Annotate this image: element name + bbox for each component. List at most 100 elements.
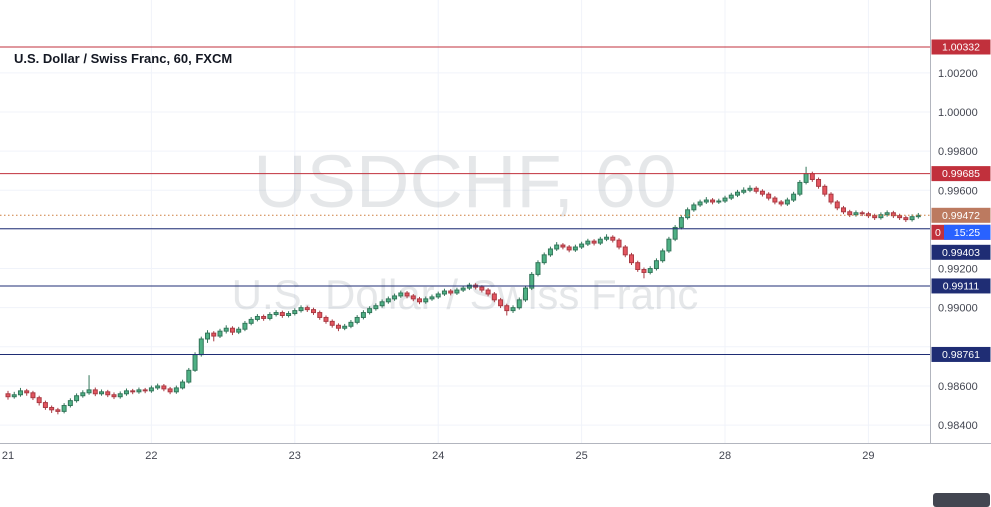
candle-body[interactable] [716,200,722,203]
candle-body[interactable] [317,312,323,318]
candle-body[interactable] [510,307,516,312]
candle-body[interactable] [710,199,716,203]
candle-body[interactable] [441,290,447,295]
candle-body[interactable] [5,393,11,398]
candle-body[interactable] [647,268,653,273]
candle-body[interactable] [385,298,391,303]
candle-body[interactable] [167,388,173,393]
candle-body[interactable] [884,212,890,216]
candle-body[interactable] [311,309,317,314]
price-level-lines[interactable] [0,46,930,355]
candle-body[interactable] [616,239,622,248]
candle-body[interactable] [454,289,460,294]
candle-body[interactable] [180,381,186,389]
candle-body[interactable] [229,327,235,333]
time-axis[interactable]: 21 22 23 24 25 28 29 [0,443,991,463]
candle-body[interactable] [516,299,522,309]
candle-body[interactable] [448,290,454,294]
candle-body[interactable] [123,390,129,395]
candle-body[interactable] [685,209,691,219]
candle-body[interactable] [672,226,678,240]
candle-body[interactable] [49,406,55,411]
candle-body[interactable] [67,400,73,407]
candle-body[interactable] [660,250,666,262]
candle-body[interactable] [834,201,840,209]
candle-body[interactable] [354,316,360,323]
candle-body[interactable] [466,284,472,289]
candle-body[interactable] [529,273,535,289]
candle-body[interactable] [217,330,223,337]
candle-body[interactable] [791,193,797,201]
candle-body[interactable] [24,390,30,394]
candle-body[interactable] [915,214,921,218]
candle-body[interactable] [86,389,92,394]
candle-body[interactable] [61,405,67,412]
candle-body[interactable] [759,190,765,195]
candle-body[interactable] [572,246,578,251]
candle-body[interactable] [778,201,784,205]
candle-body[interactable] [622,246,628,256]
candle-body[interactable] [423,298,429,303]
candle-body[interactable] [535,262,541,275]
candle-body[interactable] [741,189,747,193]
candle-body[interactable] [547,248,553,256]
candle-body[interactable] [604,236,610,240]
candle-body[interactable] [292,310,298,315]
candle-body[interactable] [392,295,398,300]
candle-body[interactable] [816,178,822,187]
candle-body[interactable] [629,254,634,264]
candle-body[interactable] [105,391,111,396]
candle-body[interactable] [822,185,828,195]
candle-body[interactable] [728,194,734,199]
candle-body[interactable] [348,321,354,327]
candle-body[interactable] [722,197,728,202]
candle-body[interactable] [80,392,86,397]
candle-body[interactable] [523,287,529,301]
candle-body[interactable] [404,292,410,297]
candle-body[interactable] [734,191,740,196]
candle-body[interactable] [242,322,248,330]
candle-body[interactable] [30,392,36,399]
candle-body[interactable] [211,332,217,337]
candle-body[interactable] [99,391,105,395]
candle-body[interactable] [491,293,497,301]
candle-body[interactable] [635,262,641,271]
candle-body[interactable] [142,389,148,392]
candle-body[interactable] [897,215,903,219]
candle-body[interactable] [597,238,603,244]
candle-body[interactable] [417,298,423,303]
candle-body[interactable] [678,217,684,228]
candle-body[interactable] [435,293,441,298]
candle-body[interactable] [148,387,154,392]
candle-body[interactable] [666,238,672,252]
candle-body[interactable] [367,308,373,314]
candle-body[interactable] [498,299,504,307]
candle-body[interactable] [161,385,167,390]
candle-body[interactable] [373,305,379,310]
candle-body[interactable] [859,212,865,215]
candle-body[interactable] [267,314,273,319]
candle-body[interactable] [697,201,703,206]
price-axis[interactable]: 1.00200 1.00000 0.99800 0.99600 0.99200 0.990… [930,0,978,443]
candle-body[interactable] [286,313,292,317]
candle-body[interactable] [117,393,123,398]
candle-body[interactable] [335,324,341,329]
candle-body[interactable] [753,187,759,192]
candle-body[interactable] [248,318,254,324]
candle-body[interactable] [323,316,329,322]
symbol-legend[interactable]: U.S. Dollar / Swiss Franc, 60, FXCM [14,51,233,66]
candle-body[interactable] [342,325,348,329]
candle-body[interactable] [36,397,42,404]
candle-body[interactable] [579,243,585,248]
candle-body[interactable] [610,236,616,241]
candle-body[interactable] [909,216,915,221]
candle-body[interactable] [585,240,591,245]
candle-body[interactable] [541,254,547,264]
candle-body[interactable] [173,387,179,393]
candle-body[interactable] [766,193,772,199]
candle-body[interactable] [797,181,803,195]
candle-body[interactable] [554,244,560,250]
candle-body[interactable] [566,246,572,251]
candle-body[interactable] [298,307,304,312]
